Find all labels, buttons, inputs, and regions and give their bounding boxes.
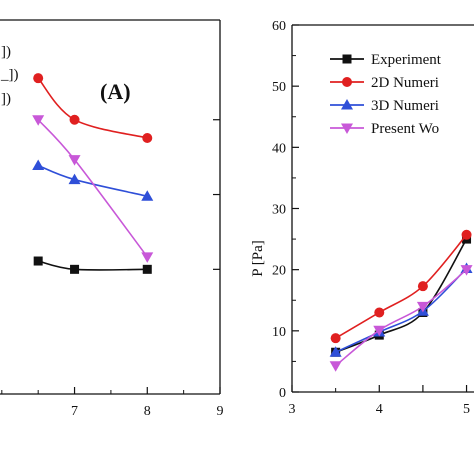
panel-b-y-tick-label: 40: [272, 141, 286, 156]
panel-b-y-tick-label: 20: [272, 264, 286, 279]
panel-b-data-point: [373, 325, 386, 337]
panel-a-data-point: [70, 264, 80, 274]
panel-b-data-point: [374, 307, 385, 318]
panel-a-series-line: [37, 77, 148, 139]
panel-b-data-point: [417, 281, 428, 292]
panel-b-data-point: [329, 361, 342, 372]
panel-b-series-line: [335, 234, 468, 339]
panel-a-label: (A): [100, 79, 131, 104]
panel-a-data-point: [141, 252, 154, 263]
panel-b-y-tick-label: 60: [272, 19, 286, 34]
panel-b-series-line: [335, 238, 468, 353]
panel-b-x-tick-label: 4: [376, 402, 383, 417]
panel-b-y-axis-label: P [Pa]: [250, 240, 266, 277]
panel-b-x-tick-label: 5: [463, 402, 470, 417]
panel-a-x-tick-label: 7: [71, 404, 78, 419]
panel-a-legend-fragment: ]): [1, 44, 11, 60]
panel-a-data-point: [32, 115, 45, 126]
panel-b-series-line: [335, 269, 468, 367]
panel-a-series-line: [37, 119, 148, 258]
panel-a: 7 8 9]) _])]) (A): [0, 19, 224, 419]
panel-a-data-point: [141, 190, 154, 201]
panel-a-data-point: [68, 173, 81, 185]
legend-swatch-marker: [341, 123, 353, 134]
panel-a-series-line: [37, 260, 148, 271]
panel-b-data-point: [330, 333, 341, 344]
panel-b-series-line: [335, 267, 468, 353]
legend-entry-label: Present Wo: [371, 121, 439, 137]
panel-b-x-tick-label: 3: [289, 402, 296, 417]
panel-b-data-point: [329, 346, 342, 357]
panel-a-data-point: [32, 159, 45, 170]
legend-entry-label: 2D Numeri: [371, 75, 439, 91]
panel-a-series-line: [37, 164, 148, 197]
panel-b-y-tick-label: 50: [272, 80, 286, 95]
panel-a-legend-fragment: _]): [0, 67, 19, 83]
panel-b-data-point: [461, 229, 472, 240]
panel-a-data-point: [142, 264, 152, 274]
legend-entry-label: Experiment: [371, 52, 442, 68]
panel-b-data-point: [460, 265, 473, 276]
legend-entry-label: 3D Numeri: [371, 98, 439, 114]
panel-a-data-point: [69, 114, 80, 125]
panel-a-legend-fragment: ]): [1, 91, 11, 107]
panel-a-data-point: [142, 133, 153, 144]
panel-b-legend: Experiment 2D Numeri 3D Numeri Present Wo: [330, 52, 442, 137]
legend-swatch-marker: [342, 54, 352, 64]
panel-a-x-tick-label: 8: [144, 404, 151, 419]
panel-b-y-tick-label: 10: [272, 325, 286, 340]
panel-a-x-tick-label: 9: [217, 404, 224, 419]
legend-swatch-marker: [341, 99, 353, 110]
panel-a-data-point: [33, 256, 43, 266]
panel-b-data-point: [416, 301, 429, 313]
panel-b: 0 10 20 30 40 50 60 3 4 5 P [Pa] Experiment 2D Numer…: [250, 19, 474, 417]
panel-b-y-tick-label: 30: [272, 203, 286, 218]
legend-swatch-marker: [342, 77, 352, 87]
panel-b-y-tick-label: 0: [279, 386, 286, 401]
panel-a-data-point: [33, 73, 44, 84]
panel-a-data-point: [68, 155, 81, 166]
